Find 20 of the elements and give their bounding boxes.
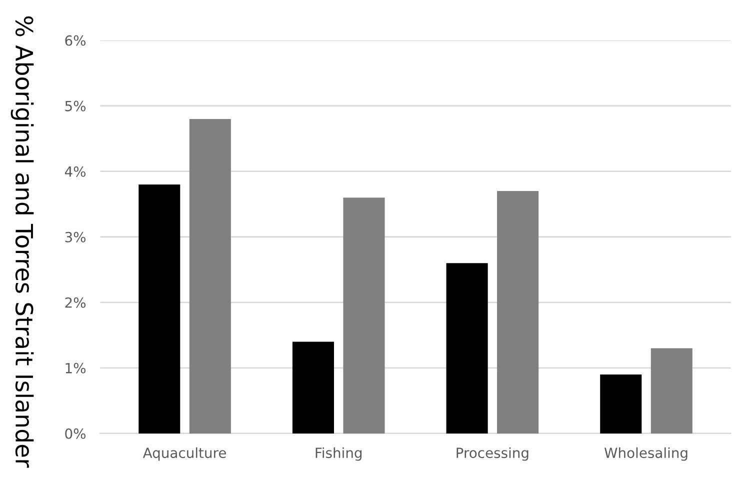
bar bbox=[600, 374, 642, 434]
bar bbox=[292, 342, 334, 434]
y-tick-label: 5% bbox=[65, 100, 86, 112]
x-tick-label: Wholesaling bbox=[604, 447, 688, 461]
x-tick-label: Processing bbox=[456, 447, 528, 461]
bar bbox=[189, 118, 231, 434]
y-tick-label: 0% bbox=[65, 428, 86, 439]
bar bbox=[343, 198, 385, 434]
y-tick-label: 3% bbox=[65, 232, 86, 242]
bar bbox=[446, 263, 488, 434]
y-tick-label: 6% bbox=[65, 35, 86, 46]
x-tick-label: Aquaculture bbox=[142, 447, 226, 461]
x-tick-label: Fishing bbox=[316, 447, 362, 461]
bar bbox=[650, 348, 692, 434]
y-tick-label: 4% bbox=[64, 166, 86, 177]
y-tick-label: 1% bbox=[66, 362, 86, 374]
bar bbox=[138, 184, 180, 434]
y-axis-title: % Aboriginal and Torres Strait Islander bbox=[10, 16, 34, 468]
bar bbox=[497, 191, 539, 434]
y-tick-label: 2% bbox=[65, 297, 86, 308]
